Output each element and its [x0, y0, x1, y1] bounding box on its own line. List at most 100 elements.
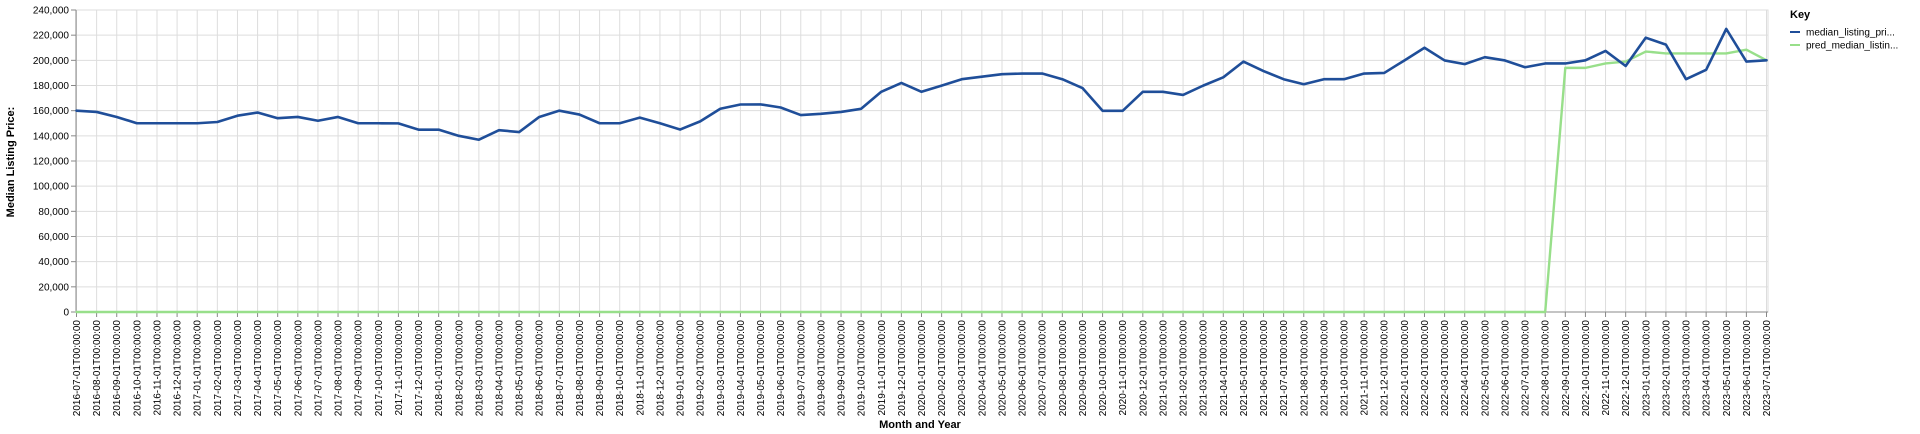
x-tick-label: 2022-06-01T00:00:00: [1500, 320, 1511, 417]
x-tick-label: 2020-06-01T00:00:00: [1018, 320, 1029, 417]
x-tick-label: 2018-03-01T00:00:00: [474, 320, 485, 417]
y-tick-label: 0: [63, 308, 69, 319]
x-tick-label: 2020-09-01T00:00:00: [1078, 320, 1089, 417]
x-tick-label: 2017-09-01T00:00:00: [354, 320, 365, 417]
x-tick-label: 2018-05-01T00:00:00: [515, 320, 526, 417]
y-tick-label: 40,000: [38, 257, 69, 268]
x-tick-label: 2017-02-01T00:00:00: [213, 320, 224, 417]
x-tick-label: 2021-10-01T00:00:00: [1340, 320, 1351, 417]
x-tick-label: 2021-02-01T00:00:00: [1179, 320, 1190, 417]
x-tick-label: 2020-12-01T00:00:00: [1138, 320, 1149, 417]
y-axis-title: Median Listing Price:: [5, 107, 17, 218]
x-tick-label: 2017-11-01T00:00:00: [394, 320, 405, 416]
x-axis-title: Month and Year: [879, 419, 961, 431]
x-tick-label: 2018-01-01T00:00:00: [434, 320, 445, 417]
series-line-pred-median-listing-price: [75, 48, 1768, 314]
x-tick-label: 2017-10-01T00:00:00: [374, 320, 385, 417]
y-tick-label: 180,000: [33, 81, 70, 92]
x-tick-label: 2016-07-01T00:00:00: [72, 320, 83, 417]
x-tick-label: 2018-09-01T00:00:00: [595, 320, 606, 417]
y-tick-label: 240,000: [33, 6, 70, 17]
x-tick-label: 2016-08-01T00:00:00: [92, 320, 103, 417]
x-tick-label: 2018-06-01T00:00:00: [535, 320, 546, 417]
x-tick-label: 2017-12-01T00:00:00: [414, 320, 425, 417]
legend-label-median-listing-price: median_listing_pri...: [1806, 28, 1895, 39]
y-tick-label: 60,000: [38, 232, 69, 243]
x-tick-label: 2019-11-01T00:00:00: [877, 320, 888, 416]
x-tick-label: 2019-12-01T00:00:00: [897, 320, 908, 417]
x-tick-label: 2017-08-01T00:00:00: [334, 320, 345, 417]
y-tick-label: 140,000: [33, 131, 70, 142]
x-tick-label: 2022-08-01T00:00:00: [1541, 320, 1552, 417]
y-axis: 0 20,000 40,000 60,000 80,000 100,000 120,000 1…: [33, 6, 77, 319]
legend-label-pred-median-listing-price: pred_median_listin...: [1806, 41, 1898, 52]
x-tick-label: 2023-07-01T00:00:00: [1762, 320, 1773, 417]
x-tick-label: 2018-07-01T00:00:00: [555, 320, 566, 417]
x-tick-label: 2023-04-01T00:00:00: [1702, 320, 1713, 417]
y-tick-label: 220,000: [33, 31, 70, 42]
x-tick-label: 2021-11-01T00:00:00: [1360, 320, 1371, 416]
x-tick-label: 2016-10-01T00:00:00: [132, 320, 143, 417]
x-tick-label: 2017-05-01T00:00:00: [273, 320, 284, 417]
x-tick-label: 2020-10-01T00:00:00: [1098, 320, 1109, 417]
x-tick-label: 2020-04-01T00:00:00: [977, 320, 988, 417]
legend-title: Key: [1790, 9, 1811, 21]
x-tick-label: 2020-05-01T00:00:00: [997, 320, 1008, 417]
x-tick-label: 2019-07-01T00:00:00: [796, 320, 807, 417]
y-tick-label: 160,000: [33, 106, 70, 117]
legend: Key median_listing_pri... pred_median_li…: [1790, 9, 1898, 52]
x-tick-label: 2021-09-01T00:00:00: [1319, 320, 1330, 417]
x-tick-label: 2016-11-01T00:00:00: [152, 320, 163, 416]
x-tick-label: 2019-08-01T00:00:00: [816, 320, 827, 417]
x-tick-label: 2022-11-01T00:00:00: [1601, 320, 1612, 416]
x-tick-label: 2019-04-01T00:00:00: [736, 320, 747, 417]
x-tick-label: 2022-04-01T00:00:00: [1460, 320, 1471, 417]
x-tick-label: 2017-01-01T00:00:00: [193, 320, 204, 417]
x-tick-label: 2017-04-01T00:00:00: [253, 320, 264, 417]
x-tick-label: 2022-07-01T00:00:00: [1521, 320, 1532, 417]
x-tick-label: 2020-11-01T00:00:00: [1118, 320, 1129, 416]
y-tick-label: 120,000: [33, 157, 70, 168]
x-tick-label: 2018-12-01T00:00:00: [655, 320, 666, 417]
x-tick-label: 2023-01-01T00:00:00: [1641, 320, 1652, 417]
x-tick-label: 2019-03-01T00:00:00: [716, 320, 727, 417]
x-tick-label: 2021-06-01T00:00:00: [1259, 320, 1270, 417]
x-tick-label: 2017-06-01T00:00:00: [293, 320, 304, 417]
x-tick-label: 2016-12-01T00:00:00: [173, 320, 184, 417]
x-tick-label: 2020-03-01T00:00:00: [957, 320, 968, 417]
x-tick-label: 2022-10-01T00:00:00: [1581, 320, 1592, 417]
x-tick-label: 2022-05-01T00:00:00: [1480, 320, 1491, 417]
x-tick-label: 2018-02-01T00:00:00: [454, 320, 465, 417]
y-tick-label: 20,000: [38, 282, 69, 293]
x-tick-label: 2022-03-01T00:00:00: [1440, 320, 1451, 417]
x-tick-label: 2023-06-01T00:00:00: [1742, 320, 1753, 417]
x-tick-label: 2018-04-01T00:00:00: [495, 320, 506, 417]
x-axis: 2016-07-01T00:00:00 2016-08-01T00:00:00 20…: [72, 311, 1773, 417]
x-tick-label: 2020-01-01T00:00:00: [917, 320, 928, 417]
x-tick-label: 2023-03-01T00:00:00: [1682, 320, 1693, 417]
x-tick-label: 2021-08-01T00:00:00: [1299, 320, 1310, 417]
series-lines: [75, 27, 1768, 314]
x-tick-label: 2022-02-01T00:00:00: [1420, 320, 1431, 417]
x-tick-label: 2022-01-01T00:00:00: [1400, 320, 1411, 417]
x-tick-label: 2021-05-01T00:00:00: [1239, 320, 1250, 417]
y-tick-label: 200,000: [33, 56, 70, 67]
x-tick-label: 2019-01-01T00:00:00: [676, 320, 687, 417]
x-tick-label: 2017-07-01T00:00:00: [313, 320, 324, 417]
x-tick-label: 2018-11-01T00:00:00: [635, 320, 646, 416]
x-tick-label: 2022-09-01T00:00:00: [1561, 320, 1572, 417]
x-tick-label: 2018-08-01T00:00:00: [575, 320, 586, 417]
x-tick-label: 2023-02-01T00:00:00: [1661, 320, 1672, 417]
x-tick-label: 2020-08-01T00:00:00: [1058, 320, 1069, 417]
x-tick-label: 2022-12-01T00:00:00: [1621, 320, 1632, 417]
y-tick-label: 80,000: [38, 207, 69, 218]
x-tick-label: 2016-09-01T00:00:00: [112, 320, 123, 417]
plot-grid: [75, 9, 1769, 313]
x-tick-label: 2021-03-01T00:00:00: [1199, 320, 1210, 417]
x-tick-label: 2019-05-01T00:00:00: [756, 320, 767, 417]
x-tick-label: 2021-01-01T00:00:00: [1158, 320, 1169, 417]
y-tick-label: 100,000: [33, 182, 70, 193]
x-tick-label: 2017-03-01T00:00:00: [233, 320, 244, 417]
x-tick-label: 2018-10-01T00:00:00: [615, 320, 626, 417]
x-tick-label: 2021-12-01T00:00:00: [1380, 320, 1391, 417]
